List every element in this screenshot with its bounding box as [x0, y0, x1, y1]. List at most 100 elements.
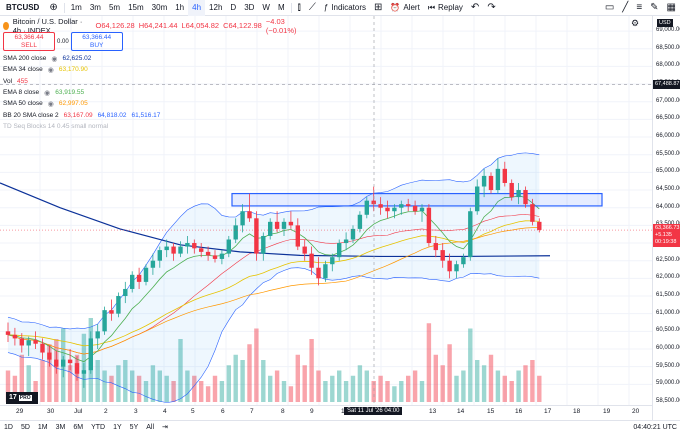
hotlist-icon[interactable]: ▦: [666, 1, 676, 13]
timeframe-15m[interactable]: 15m: [128, 2, 144, 12]
date-range-icon[interactable]: ⇥: [162, 424, 168, 431]
candle-body: [316, 267, 321, 279]
range-YTD[interactable]: YTD: [91, 423, 106, 431]
tradingview-logo[interactable]: 17 PRO: [6, 392, 38, 404]
volume-bar: [205, 386, 211, 402]
timeframe-3D[interactable]: 3D: [244, 2, 255, 12]
candle-body: [233, 225, 238, 240]
timeframe-30m[interactable]: 30m: [151, 2, 168, 12]
current-price-current-change: +5.135: [655, 232, 672, 239]
price-axis-label: 68,000.00: [656, 62, 680, 69]
timeframe-1h[interactable]: 1h: [175, 2, 185, 12]
volume-bar: [309, 339, 314, 402]
candle-body: [516, 190, 521, 198]
buy-price: 63,366.44: [82, 34, 112, 41]
indicator-bb[interactable]: BB 20 SMA close 2 63,167.09 64,818.02 61…: [3, 109, 303, 120]
compare-icon[interactable]: ⟋: [308, 1, 316, 13]
settings-icon[interactable]: ⚙: [631, 18, 640, 28]
candle-body: [385, 207, 390, 212]
indicator-sma50[interactable]: SMA 50 close ◉ 62,997.05: [3, 98, 303, 109]
layouts-icon[interactable]: ⊞: [374, 1, 383, 13]
volume-bar: [95, 360, 100, 402]
candle-body: [323, 264, 328, 279]
price-axis-label: 60,500.00: [656, 327, 680, 334]
timeframe-5m[interactable]: 5m: [108, 2, 121, 12]
volume-bar: [123, 360, 128, 402]
visibility-icon[interactable]: ◉: [47, 100, 54, 108]
timeframe-1m[interactable]: 1m: [70, 2, 82, 12]
undo-icon[interactable]: ↶: [470, 1, 480, 13]
range-6M[interactable]: 6M: [73, 423, 84, 431]
visibility-icon[interactable]: ◉: [47, 66, 54, 74]
timeframe-3m[interactable]: 3m: [89, 2, 101, 12]
indicator-volume[interactable]: Vol 455: [3, 76, 303, 87]
volume-bar: [247, 344, 252, 402]
candle-body: [40, 343, 45, 353]
time-axis-label: 10: [341, 408, 349, 415]
timeframe-D[interactable]: D: [230, 2, 237, 12]
timeframe-M[interactable]: M: [277, 2, 285, 12]
current-price-countdown: 00:19:38: [655, 239, 677, 246]
volume-bar: [357, 365, 363, 402]
replay-button[interactable]: ⏮ Replay: [427, 2, 463, 12]
timeframe-W[interactable]: W: [262, 2, 270, 12]
indicator-value: 63,919.55: [55, 89, 85, 97]
candle-body: [399, 204, 404, 208]
add-symbol-icon[interactable]: ⊕: [49, 1, 58, 13]
range-1Y[interactable]: 1Y: [113, 423, 122, 431]
volume-bar: [164, 375, 169, 402]
trendline-tool-icon[interactable]: ╱: [622, 1, 629, 13]
sell-button[interactable]: 63,366.44 SELL: [3, 32, 55, 51]
volume-bar: [157, 370, 162, 402]
range-1M[interactable]: 1M: [37, 423, 48, 431]
brush-tool-icon[interactable]: ✎: [650, 1, 659, 13]
volume-bar: [495, 370, 501, 402]
visibility-icon[interactable]: ◉: [51, 55, 58, 63]
redo-icon[interactable]: ↷: [487, 1, 496, 13]
indicator-name: Vol: [3, 77, 13, 85]
utc-clock[interactable]: 04:40:21 UTC: [633, 423, 677, 431]
candle-body: [523, 190, 528, 205]
time-axis-label: 16: [515, 408, 523, 415]
time-axis-label: 4: [163, 408, 167, 415]
time-axis-label: 3: [134, 408, 138, 415]
range-5Y[interactable]: 5Y: [129, 423, 139, 431]
candle-body: [123, 288, 128, 297]
timeframe-12h[interactable]: 12h: [209, 2, 223, 12]
price-chart[interactable]: [0, 16, 652, 405]
price-axis[interactable]: ⚙ USD 69,000.0068,500.0068,000.0067,500.…: [631, 16, 680, 424]
range-1D[interactable]: 1D: [4, 423, 13, 431]
bollinger-lower-line: [7, 267, 540, 403]
timeframe-4h[interactable]: 4h: [188, 0, 206, 16]
candle-body: [378, 204, 383, 208]
indicators-button[interactable]: ƒ Indicators: [323, 2, 366, 12]
volume-bar: [385, 381, 390, 402]
indicator-ema34[interactable]: EMA 34 close ◉ 63,170.90: [3, 64, 303, 75]
range-3M[interactable]: 3M: [55, 423, 66, 431]
candle-body: [88, 338, 93, 371]
fib-tool-icon[interactable]: ≡: [636, 1, 643, 13]
legend-high: H64,241.44: [138, 21, 178, 30]
volume-bar: [461, 370, 466, 402]
symbol-search-button[interactable]: BTCUSD: [6, 3, 40, 12]
candle-body: [143, 267, 149, 282]
candle-style-icon[interactable]: ⫾: [297, 1, 301, 13]
candle-body: [357, 214, 363, 229]
buy-button[interactable]: 63,366.44 BUY: [70, 32, 123, 51]
visibility-icon[interactable]: ◉: [44, 89, 51, 97]
candle-body: [440, 250, 445, 261]
candle-body: [433, 243, 438, 251]
candle-body: [509, 182, 514, 198]
time-axis-label: 30: [47, 408, 55, 415]
indicator-ema8[interactable]: EMA 8 close ◉ 63,919.55: [3, 87, 303, 98]
volume-bar: [378, 375, 383, 402]
alert-button[interactable]: ⏰ Alert: [390, 2, 420, 12]
indicator-td-seq[interactable]: TD Seq Blocks 14 0.45 small normal: [3, 121, 303, 132]
indicator-sma200[interactable]: SMA 200 close ◉ 62,625.02: [3, 53, 303, 64]
currency-badge[interactable]: USD: [657, 19, 673, 27]
time-axis[interactable]: Sat 11 Jul '26 04:00 29 30 Jul 2 3 4 5 6 7 8 9 10 13…: [0, 405, 652, 418]
range-5D[interactable]: 5D: [20, 423, 30, 431]
candle-body: [447, 260, 452, 272]
range-All[interactable]: All: [146, 423, 155, 431]
rectangle-tool-icon[interactable]: ▭: [604, 1, 615, 13]
